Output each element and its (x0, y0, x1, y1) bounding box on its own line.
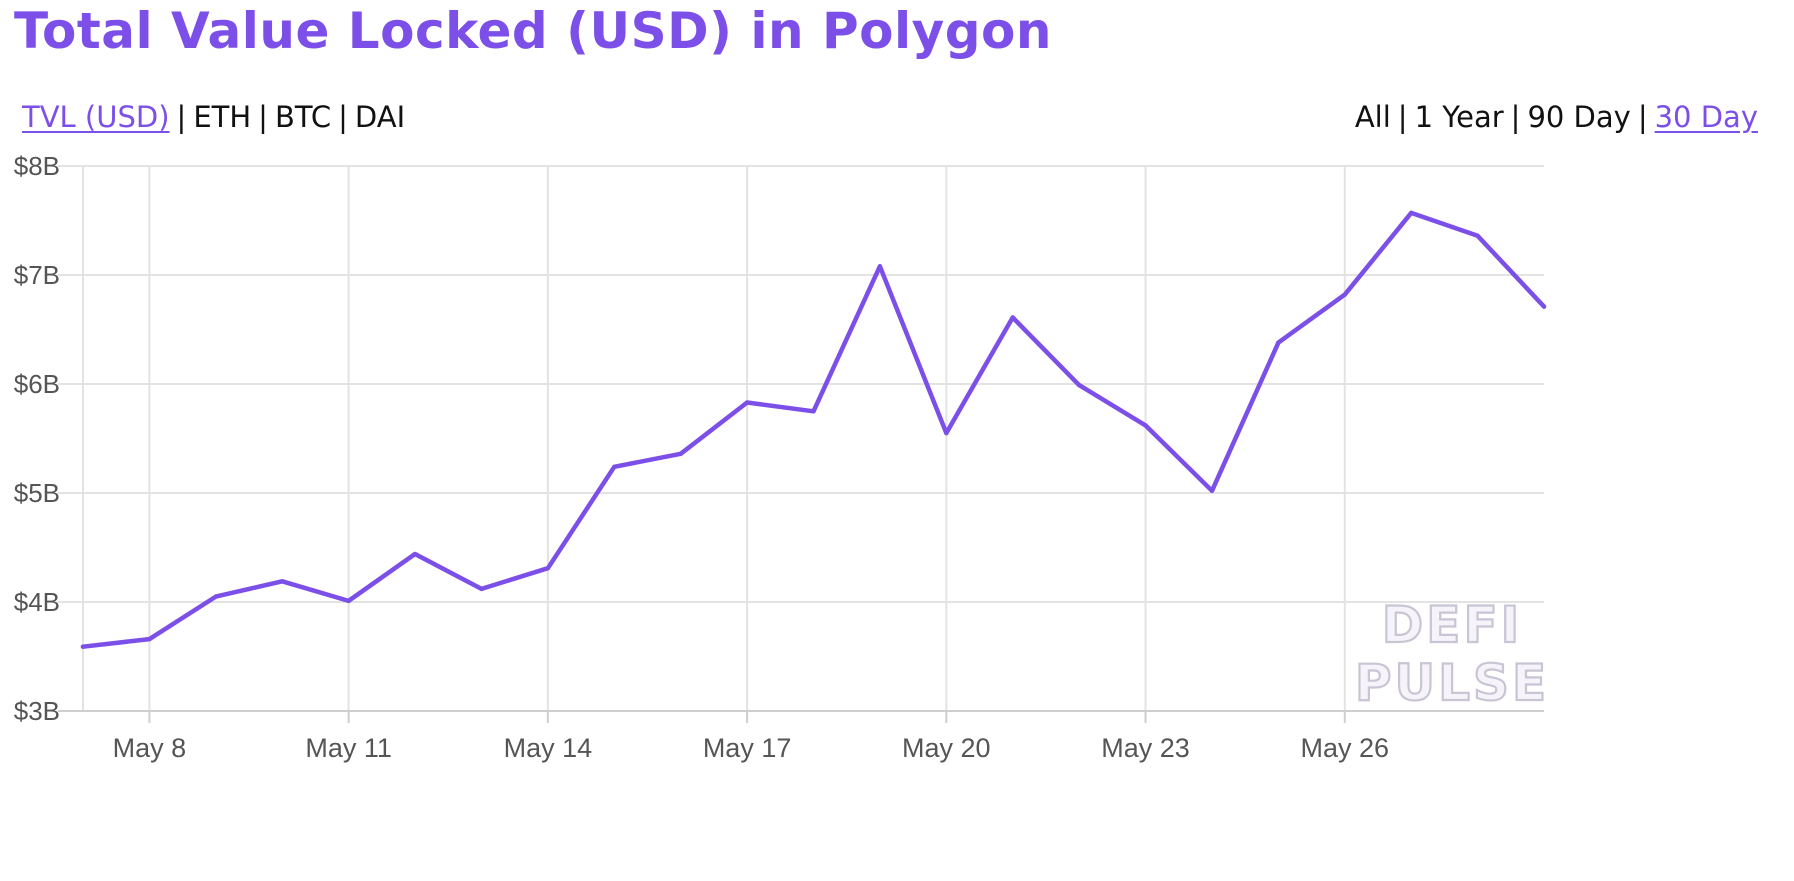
data-point[interactable] (545, 566, 551, 571)
data-point[interactable] (479, 586, 484, 592)
separator: | (1510, 100, 1521, 134)
data-point[interactable] (1209, 488, 1215, 494)
x-tick-label: May 14 (504, 733, 593, 763)
y-tick-label: $3B (14, 696, 60, 726)
separator: | (1397, 100, 1408, 134)
series-line-0 (80, 210, 1547, 649)
metric-option-dai[interactable]: DAI (354, 100, 406, 134)
vertical-grid (82, 166, 1346, 711)
data-point[interactable] (1342, 292, 1347, 297)
x-tick-label: May 8 (113, 733, 187, 763)
x-tick-label: May 11 (305, 733, 392, 763)
data-point[interactable] (877, 264, 883, 269)
data-point[interactable] (1475, 233, 1480, 238)
data-point[interactable] (1408, 210, 1414, 216)
data-point[interactable] (346, 598, 351, 604)
metric-option-btc[interactable]: BTC (274, 100, 332, 134)
data-point[interactable] (213, 594, 219, 599)
data-point[interactable] (811, 409, 816, 414)
data-point[interactable] (412, 551, 418, 557)
separator: | (338, 100, 348, 134)
data-point[interactable] (1276, 340, 1281, 345)
metric-toggle: TVL (USD) | ETH | BTC | DAI (22, 100, 405, 134)
range-option-90-day[interactable]: 90 Day (1527, 100, 1631, 134)
data-point[interactable] (1076, 382, 1082, 388)
range-option-1-year[interactable]: 1 Year (1414, 100, 1504, 134)
data-point[interactable] (678, 451, 683, 456)
y-tick-label: $5B (14, 478, 60, 508)
y-tick-label: $4B (14, 587, 60, 617)
x-tick-label: May 17 (703, 733, 792, 763)
y-axis: $3B $4B $5B $6B $7B $8B (14, 151, 60, 726)
data-point[interactable] (1143, 423, 1148, 428)
y-tick-label: $7B (14, 260, 60, 290)
x-axis: May 8 May 11 May 14 May 17 May 20 May 23 May 2… (113, 711, 1389, 763)
data-point[interactable] (80, 644, 86, 649)
horizontal-grid (58, 165, 1544, 712)
x-tick-label: May 20 (902, 733, 991, 763)
metric-option-tvl-usd[interactable]: TVL (USD) (22, 100, 170, 134)
y-tick-label: $8B (14, 151, 60, 181)
page-title: Total Value Locked (USD) in Polygon (14, 2, 1052, 60)
x-tick-label: May 26 (1300, 733, 1389, 763)
data-point[interactable] (612, 464, 617, 470)
range-option-all[interactable]: All (1354, 100, 1391, 134)
time-range-toggle: All | 1 Year | 90 Day | 30 Day (1355, 100, 1758, 134)
data-point[interactable] (1541, 304, 1547, 309)
separator: | (1637, 100, 1648, 134)
x-tick-label: May 23 (1101, 733, 1190, 763)
separator: | (176, 100, 187, 134)
range-option-30-day[interactable]: 30 Day (1654, 100, 1758, 134)
data-point[interactable] (147, 636, 152, 642)
series-layer (80, 210, 1547, 649)
data-point[interactable] (944, 430, 949, 436)
separator: | (258, 100, 268, 134)
y-tick-label: $6B (14, 369, 60, 399)
watermark-line: DEFI (1382, 596, 1522, 654)
data-point[interactable] (1010, 315, 1015, 320)
data-point[interactable] (280, 579, 285, 584)
watermark-line: PULSE (1355, 654, 1549, 712)
metric-option-eth[interactable]: ETH (193, 100, 252, 134)
data-point[interactable] (744, 400, 750, 405)
